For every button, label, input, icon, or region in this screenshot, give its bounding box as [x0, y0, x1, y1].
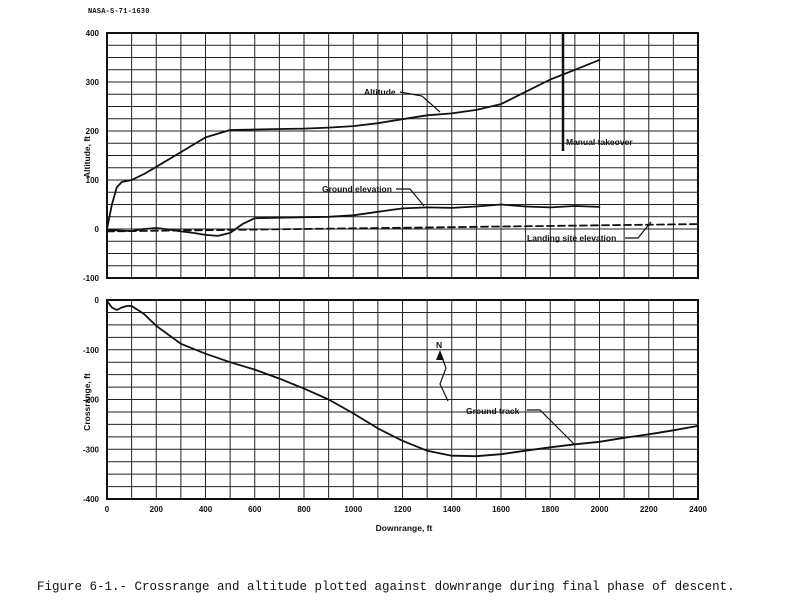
- crossrange-y-tick-label: -200: [83, 396, 100, 405]
- x-tick-label: 1400: [443, 505, 461, 514]
- figure-caption: Figure 6-1.- Crossrange and altitude plo…: [37, 580, 735, 594]
- altitude-y-tick-label: 200: [86, 127, 100, 136]
- label-north: N: [436, 340, 442, 350]
- label-ground-track: Ground track: [466, 406, 520, 416]
- x-tick-label: 1200: [394, 505, 412, 514]
- altitude-plot-frame: [106, 32, 699, 279]
- altitude-y-tick-label: -100: [83, 274, 100, 283]
- leader-ground-track: [527, 409, 575, 445]
- leader-altitude: [399, 91, 441, 113]
- label-landing-site-elevation: Landing site elevation: [527, 233, 616, 243]
- crossrange-y-tick-label: -400: [83, 495, 100, 504]
- north-arrow-head: [436, 350, 444, 360]
- altitude-y-tick-label: 400: [86, 29, 100, 38]
- altitude-y-tick-label: 300: [86, 78, 100, 87]
- series-ground-track: [106, 300, 699, 458]
- x-axis-title-downrange: Downrange, ft: [376, 523, 433, 533]
- y-axis-title-altitude: Altitude, ft: [82, 136, 92, 178]
- x-tick-label: 2000: [591, 505, 609, 514]
- series-ground-elevation: [106, 203, 601, 237]
- altitude-y-tick-label: 100: [86, 176, 100, 185]
- x-tick-label: 1000: [344, 505, 362, 514]
- grid-layer: [106, 32, 699, 500]
- series-landing-site-elevation: [106, 223, 699, 233]
- x-tick-label: 800: [297, 505, 311, 514]
- x-tick-label: 600: [248, 505, 262, 514]
- label-manual-takeover: Manual takeover: [566, 137, 633, 147]
- x-tick-label: 1800: [541, 505, 559, 514]
- x-tick-label: 2200: [640, 505, 658, 514]
- leader-landing-site-elevation: [625, 221, 652, 239]
- altitude-y-tick-label: 0: [95, 225, 100, 234]
- x-tick-label: 400: [199, 505, 213, 514]
- label-altitude: Altitude: [364, 87, 396, 97]
- crossrange-plot-frame: [106, 299, 699, 500]
- document-id: NASA-S-71-1630: [88, 8, 150, 16]
- y-axis-title-crossrange: Crossrange, ft: [82, 373, 92, 431]
- series-altitude: [106, 59, 601, 230]
- x-tick-label: 0: [105, 505, 110, 514]
- crossrange-y-tick-label: -100: [83, 346, 100, 355]
- series-layer: [106, 59, 699, 458]
- crossrange-y-tick-label: 0: [95, 296, 100, 305]
- leader-ground-elevation: [396, 188, 425, 207]
- x-tick-label: 200: [150, 505, 164, 514]
- x-tick-label: 1600: [492, 505, 510, 514]
- label-ground-elevation: Ground elevation: [322, 184, 392, 194]
- crossrange-y-tick-label: -300: [83, 445, 100, 454]
- x-tick-label: 2400: [689, 505, 707, 514]
